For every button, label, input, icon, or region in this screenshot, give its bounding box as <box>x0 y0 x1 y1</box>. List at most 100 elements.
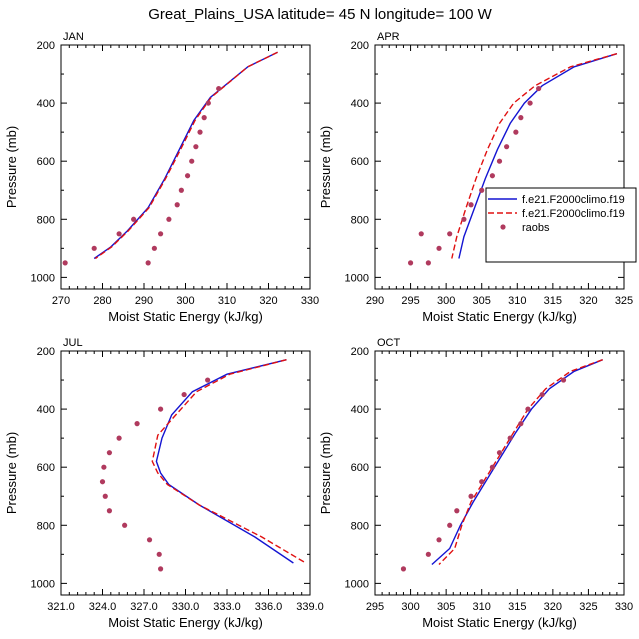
y-tick-label: 200 <box>351 346 369 358</box>
series-line-2 <box>451 53 618 259</box>
raobs-point <box>436 537 442 543</box>
raobs-point <box>400 566 407 572</box>
x-tick-label: 305 <box>437 601 455 613</box>
raobs-point <box>91 245 97 251</box>
y-tick-label: 400 <box>37 98 55 110</box>
x-tick-label: 330 <box>615 601 633 613</box>
raobs-point <box>181 391 187 398</box>
x-axis-label: Moist Static Energy (kJ/kg) <box>422 615 577 630</box>
series-line-2 <box>151 359 307 564</box>
raobs-point <box>99 479 106 485</box>
raobs-point <box>189 158 195 164</box>
y-tick-label: 800 <box>351 214 369 226</box>
raobs-point <box>513 129 519 135</box>
x-tick-label: 310 <box>473 601 491 613</box>
raobs-point <box>489 173 495 179</box>
raobs-point <box>205 100 211 106</box>
raobs-point <box>131 216 137 222</box>
y-tick-label: 600 <box>37 156 55 168</box>
x-tick-label: 330 <box>301 295 319 307</box>
series-line-2 <box>94 51 278 260</box>
raobs-point <box>504 144 510 150</box>
x-tick-label: 270 <box>52 295 70 307</box>
raobs-point <box>479 187 485 193</box>
raobs-point <box>425 551 431 557</box>
y-tick-label: 200 <box>37 346 55 358</box>
x-tick-label: 330.0 <box>172 601 200 613</box>
series-line-1 <box>431 359 603 566</box>
legend-label-2: f.e21.F2000climo.f19 <box>522 208 625 220</box>
raobs-point <box>184 173 191 179</box>
raobs-point <box>496 450 503 456</box>
x-tick-label: 325 <box>579 601 597 613</box>
raobs-point <box>156 551 162 557</box>
x-tick-label: 325 <box>615 295 633 307</box>
x-tick-label: 305 <box>473 295 491 307</box>
raobs-point <box>145 260 151 266</box>
panel-apr: 290 295 300 305 310 315 320 325 200 400 600 800 1000… <box>318 31 633 324</box>
series-line-1 <box>155 359 294 564</box>
raobs-point <box>425 260 431 266</box>
raobs-point <box>146 537 153 543</box>
y-tick-label: 600 <box>351 462 369 474</box>
raobs-point <box>205 377 211 383</box>
x-tick-label: 280 <box>93 295 111 307</box>
x-tick-label: 295 <box>401 295 419 307</box>
raobs-point <box>216 85 222 92</box>
x-tick-label: 310 <box>218 295 236 307</box>
raobs-point <box>507 435 513 441</box>
y-tick-label: 200 <box>37 40 55 52</box>
raobs-point <box>527 100 533 106</box>
x-tick-label: 336.0 <box>255 601 283 613</box>
raobs-point <box>193 144 199 150</box>
y-axis-label: Pressure (mb) <box>4 126 19 208</box>
plot-frame <box>60 44 311 290</box>
x-tick-label: 333.0 <box>213 601 241 613</box>
plot-frame <box>374 44 625 290</box>
y-tick-label: 400 <box>351 404 369 416</box>
panel-jan: 270 280 290 300 310 320 330 200 400 600 800 1000 JAN… <box>4 31 319 324</box>
figure-title: Great_Plains_USA latitude= 45 N longitud… <box>148 6 492 23</box>
raobs-point <box>158 406 164 412</box>
raobs-point <box>539 391 545 398</box>
x-tick-label: 324.0 <box>89 601 117 613</box>
y-tick-label: 400 <box>351 98 369 110</box>
raobs-point <box>116 231 122 237</box>
raobs-point <box>407 260 414 266</box>
panel-label: JAN <box>63 31 84 43</box>
panel-jul: 321.0 324.0 327.0 330.0 333.0 336.0 339.0 200 40… <box>4 337 324 630</box>
raobs-point <box>461 216 467 222</box>
x-tick-label: 290 <box>135 295 153 307</box>
raobs-point <box>116 435 122 441</box>
raobs-point <box>166 216 172 222</box>
x-tick-label: 300 <box>401 601 419 613</box>
raobs-point <box>454 508 460 514</box>
x-tick-label: 321.0 <box>47 601 75 613</box>
series-line-1 <box>458 53 618 259</box>
raobs-point <box>447 522 453 528</box>
raobs-point <box>525 406 531 412</box>
plot-frame <box>374 350 625 596</box>
y-tick-label: 800 <box>37 214 55 226</box>
panel-label: OCT <box>377 337 401 349</box>
raobs-point <box>106 508 113 514</box>
raobs-point <box>158 231 164 237</box>
raobs-point <box>122 522 128 528</box>
x-axis-label: Moist Static Energy (kJ/kg) <box>108 309 263 324</box>
raobs-point <box>468 202 474 208</box>
x-tick-label: 327.0 <box>130 601 158 613</box>
x-axis-label: Moist Static Energy (kJ/kg) <box>108 615 263 630</box>
panel-label: APR <box>377 31 400 43</box>
x-tick-label: 315 <box>508 601 526 613</box>
legend-label-3: raobs <box>522 222 550 234</box>
x-tick-label: 339.0 <box>296 601 324 613</box>
raobs-point <box>62 260 68 266</box>
raobs-point <box>518 421 524 427</box>
y-tick-label: 800 <box>37 520 55 532</box>
raobs-point <box>174 202 180 208</box>
panels: 270 280 290 300 310 320 330 200 400 600 800 1000 JAN… <box>4 31 633 630</box>
x-tick-label: 320 <box>544 601 562 613</box>
panel-label: JUL <box>63 337 83 349</box>
raobs-point <box>151 245 157 251</box>
raobs-point <box>536 85 542 92</box>
